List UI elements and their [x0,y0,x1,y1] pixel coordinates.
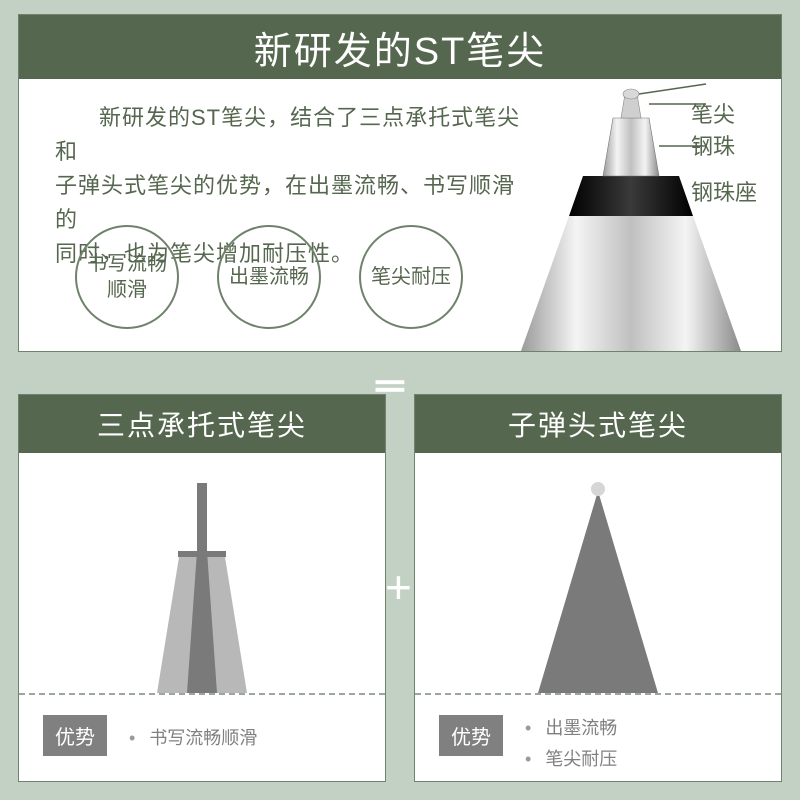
feature-circle-1: 书写流畅 顺滑 [75,225,179,329]
card-bullet: 子弹头式笔尖 优势 出墨流畅 笔尖耐压 [414,394,782,782]
feature-circle-2-text: 出墨流畅 [229,264,309,290]
desc-line-1: 新研发的ST笔尖，结合了三点承托式笔尖和 [55,101,525,169]
card-right-advantages: 出墨流畅 笔尖耐压 [525,713,617,774]
plus-symbol: + [385,560,412,614]
bullet-tip-svg [498,473,698,693]
card-left-advantages: 书写流畅顺滑 [129,723,257,754]
feature-circle-1-text: 书写流畅 顺滑 [87,251,167,303]
equals-symbol: II [366,376,414,391]
header-bar: 新研发的ST笔尖 [19,15,781,79]
card-left-header: 三点承托式笔尖 [19,395,385,453]
feature-circle-3-text: 笔尖耐压 [371,264,451,290]
card-left-badge: 优势 [43,715,107,756]
card-right-badge: 优势 [439,715,503,756]
card-right-divider [415,693,781,695]
top-panel: 新研发的ST笔尖 新研发的ST笔尖，结合了三点承托式笔尖和 子弹头式笔尖的优势，… [18,14,782,352]
feature-circle-2: 出墨流畅 [217,225,321,329]
card-three-point: 三点承托式笔尖 优势 书写流畅顺滑 [18,394,386,782]
card-right-adv-2: 笔尖耐压 [525,744,617,775]
feature-circles: 书写流畅 顺滑 出墨流畅 笔尖耐压 [75,225,463,329]
infographic-page: 新研发的ST笔尖 新研发的ST笔尖，结合了三点承托式笔尖和 子弹头式笔尖的优势，… [0,0,800,800]
card-right-adv-1: 出墨流畅 [525,713,617,744]
card-left-diagram [19,453,385,693]
card-left-adv-1: 书写流畅顺滑 [129,723,257,754]
card-left-title: 三点承托式笔尖 [97,404,307,444]
pen-tip-svg [521,76,781,351]
three-point-tip-svg [102,473,302,693]
card-left-divider [19,693,385,695]
card-right-header: 子弹头式笔尖 [415,395,781,453]
card-right-diagram [415,453,781,693]
card-right-title: 子弹头式笔尖 [508,404,688,444]
feature-circle-3: 笔尖耐压 [359,225,463,329]
pen-tip-illustration [521,76,781,351]
header-title: 新研发的ST笔尖 [254,20,547,75]
